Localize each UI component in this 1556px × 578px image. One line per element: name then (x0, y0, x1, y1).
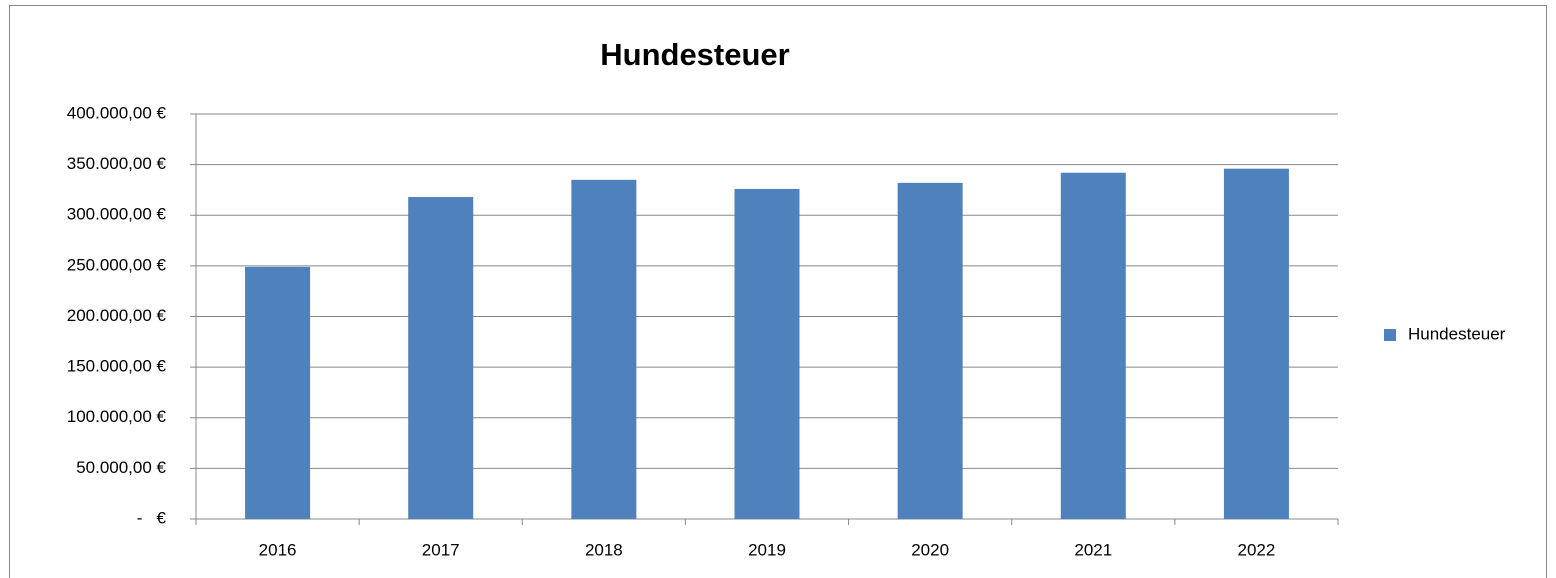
x-tick-label: 2019 (748, 540, 786, 559)
x-tick-label: 2022 (1238, 540, 1276, 559)
legend-label: Hundesteuer (1408, 324, 1506, 343)
y-tick-label: 200.000,00 € (67, 306, 167, 325)
x-tick-label: 2021 (1074, 540, 1112, 559)
bar (1060, 172, 1126, 519)
y-tick-label: 300.000,00 € (67, 205, 167, 224)
y-tick-label: 150.000,00 € (67, 357, 167, 376)
y-tick-label: 350.000,00 € (67, 154, 167, 173)
x-tick-label: 2016 (259, 540, 297, 559)
bar (734, 188, 800, 520)
y-tick-label: 50.000,00 € (76, 458, 166, 477)
bar (1223, 168, 1289, 520)
bar (897, 182, 963, 519)
chart-title: Hundesteuer (600, 37, 789, 72)
y-tick-label: 400.000,00 € (67, 103, 167, 122)
bar (571, 179, 637, 519)
y-tick-label: 100.000,00 € (67, 407, 167, 426)
bar (245, 266, 311, 519)
x-tick-label: 2020 (911, 540, 949, 559)
legend-swatch (1384, 329, 1396, 341)
y-tick-label: - € (137, 508, 167, 527)
bar (408, 197, 474, 519)
y-tick-label: 250.000,00 € (67, 255, 167, 274)
x-tick-label: 2017 (422, 540, 460, 559)
x-tick-label: 2018 (585, 540, 623, 559)
